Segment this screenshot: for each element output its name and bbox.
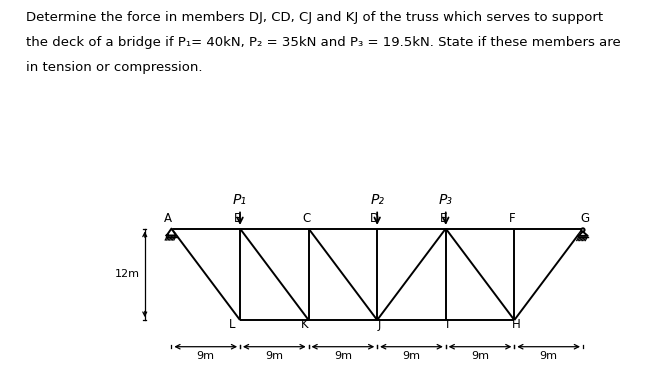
Polygon shape	[578, 232, 588, 236]
Text: 9m: 9m	[403, 351, 420, 361]
Text: L: L	[229, 319, 236, 331]
Circle shape	[581, 228, 585, 232]
Text: D: D	[370, 212, 380, 225]
Text: in tension or compression.: in tension or compression.	[26, 61, 203, 74]
Polygon shape	[167, 229, 176, 235]
Text: 9m: 9m	[197, 351, 215, 361]
Text: B: B	[234, 212, 242, 225]
Text: A: A	[164, 212, 173, 225]
Text: E: E	[440, 212, 447, 225]
Text: P₂: P₂	[370, 193, 384, 207]
Text: the deck of a bridge if P₁= 40kN, P₂ = 35kN and P₃ = 19.5kN. State if these memb: the deck of a bridge if P₁= 40kN, P₂ = 3…	[26, 36, 621, 49]
Text: 9m: 9m	[471, 351, 489, 361]
Text: J: J	[378, 319, 381, 331]
Text: P₃: P₃	[439, 193, 453, 207]
Text: 9m: 9m	[266, 351, 283, 361]
Text: 9m: 9m	[540, 351, 558, 361]
Text: F: F	[509, 212, 515, 225]
Text: K: K	[301, 319, 308, 331]
Text: 12m: 12m	[115, 269, 140, 279]
Text: G: G	[581, 212, 590, 225]
Text: I: I	[446, 319, 449, 331]
Text: P₁: P₁	[233, 193, 247, 207]
Text: H: H	[512, 319, 521, 331]
Text: 9m: 9m	[334, 351, 352, 361]
Text: Determine the force in members DJ, CD, CJ and KJ of the truss which serves to su: Determine the force in members DJ, CD, C…	[26, 11, 604, 24]
Text: C: C	[302, 212, 310, 225]
